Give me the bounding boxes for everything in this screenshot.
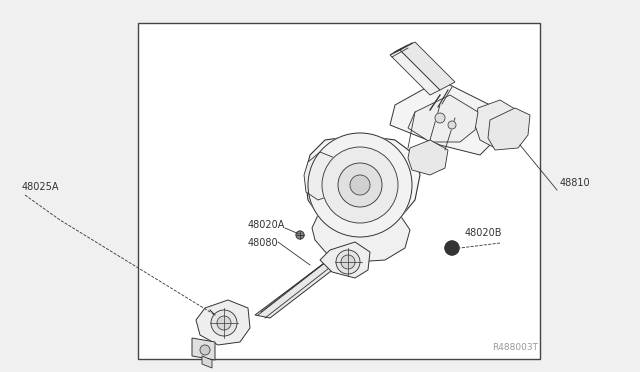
Text: 48810: 48810 [560, 178, 591, 188]
Polygon shape [320, 242, 370, 278]
Polygon shape [255, 255, 348, 318]
Polygon shape [408, 95, 478, 142]
Polygon shape [390, 80, 495, 155]
Circle shape [435, 113, 445, 123]
Circle shape [200, 345, 210, 355]
Polygon shape [400, 42, 455, 90]
Text: 48025A: 48025A [22, 182, 60, 192]
Bar [138, 23, 540, 359]
Text: 48080: 48080 [248, 238, 278, 248]
Circle shape [350, 175, 370, 195]
Polygon shape [202, 356, 212, 368]
Circle shape [448, 121, 456, 129]
Circle shape [341, 255, 355, 269]
Circle shape [338, 163, 382, 207]
Text: 48020B: 48020B [465, 228, 502, 238]
Polygon shape [408, 140, 448, 175]
Text: 48020A: 48020A [248, 220, 285, 230]
Circle shape [296, 231, 304, 239]
Polygon shape [304, 152, 338, 200]
Circle shape [217, 316, 231, 330]
Polygon shape [390, 50, 440, 95]
Polygon shape [305, 135, 420, 228]
Text: R488003T: R488003T [492, 343, 538, 352]
Polygon shape [192, 338, 215, 360]
Circle shape [336, 250, 360, 274]
Polygon shape [390, 45, 408, 55]
Circle shape [211, 310, 237, 336]
Polygon shape [475, 100, 525, 148]
Circle shape [322, 147, 398, 223]
Polygon shape [312, 215, 410, 262]
Circle shape [445, 241, 459, 255]
Polygon shape [488, 108, 530, 150]
Circle shape [308, 133, 412, 237]
Polygon shape [196, 300, 250, 345]
